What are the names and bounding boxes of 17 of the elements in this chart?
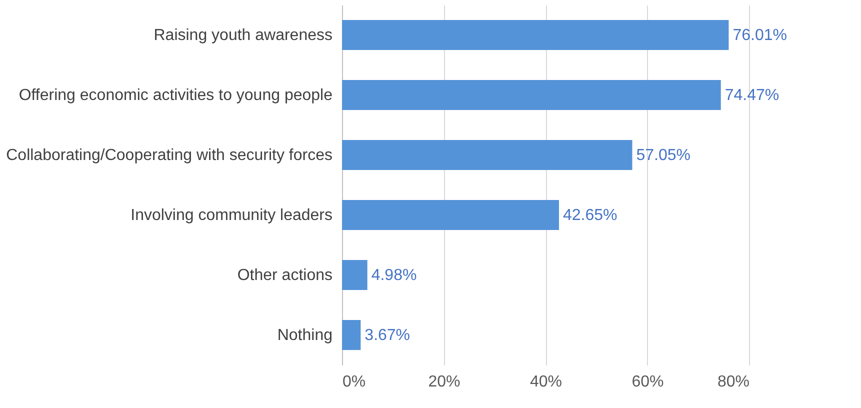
- x-tick-label: 60%: [632, 374, 664, 390]
- y-tick-label: Nothing: [277, 327, 332, 344]
- x-tick-label: 0%: [342, 374, 366, 390]
- y-tick-label: Involving community leaders: [130, 207, 332, 224]
- data-label: 76.01%: [732, 27, 787, 44]
- data-label: 57.05%: [636, 147, 691, 164]
- x-tick-label: 20%: [428, 374, 460, 390]
- y-tick-label: Offering economic activities to young people: [18, 87, 333, 104]
- y-tick-label: Raising youth awareness: [154, 27, 332, 44]
- x-tick-label: 40%: [530, 374, 562, 390]
- data-label: 74.47%: [724, 87, 780, 104]
- x-tick-label: 80%: [717, 374, 750, 390]
- data-label: 4.98%: [371, 267, 417, 284]
- y-tick-label: Collaborating/Cooperating with security forces: [6, 147, 332, 164]
- data-label: 3.67%: [364, 327, 410, 344]
- data-label: 42.65%: [562, 207, 618, 224]
- y-tick-label: Other actions: [237, 267, 332, 284]
